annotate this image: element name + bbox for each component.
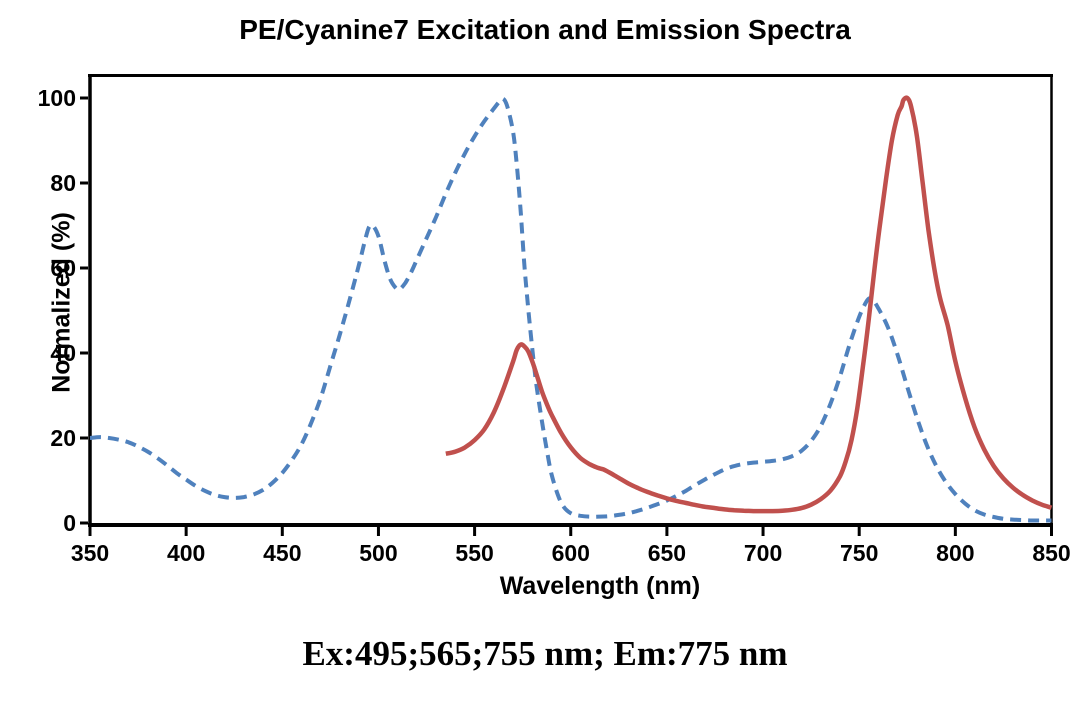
x-tick-label: 500 bbox=[359, 540, 397, 566]
emission-curve bbox=[445, 95, 1053, 514]
chart-title: PE/Cyanine7 Excitation and Emission Spec… bbox=[239, 14, 851, 45]
peak-annotation: Ex:495;565;755 nm; Em:775 nm bbox=[302, 634, 788, 673]
y-tick-label: 0 bbox=[63, 510, 76, 536]
x-tick-label: 800 bbox=[936, 540, 974, 566]
excitation-curve bbox=[89, 96, 1052, 523]
y-tick-label: 40 bbox=[50, 340, 76, 366]
x-tick-label: 450 bbox=[263, 540, 301, 566]
y-axis-label: Normalized (%) bbox=[47, 212, 76, 393]
x-tick-label: 550 bbox=[455, 540, 493, 566]
x-tick-label: 400 bbox=[167, 540, 205, 566]
x-tick-label: 600 bbox=[552, 540, 590, 566]
x-tick-label: 850 bbox=[1032, 540, 1070, 566]
x-tick-label: 350 bbox=[71, 540, 109, 566]
y-tick-label: 60 bbox=[50, 255, 76, 281]
x-tick-label: 650 bbox=[648, 540, 686, 566]
y-tick-label: 80 bbox=[50, 170, 76, 196]
x-tick-label: 750 bbox=[840, 540, 878, 566]
x-axis-label: Wavelength (nm) bbox=[499, 572, 701, 600]
y-tick-label: 20 bbox=[50, 425, 76, 451]
x-tick-label: 700 bbox=[744, 540, 782, 566]
y-tick-label: 100 bbox=[38, 85, 76, 111]
